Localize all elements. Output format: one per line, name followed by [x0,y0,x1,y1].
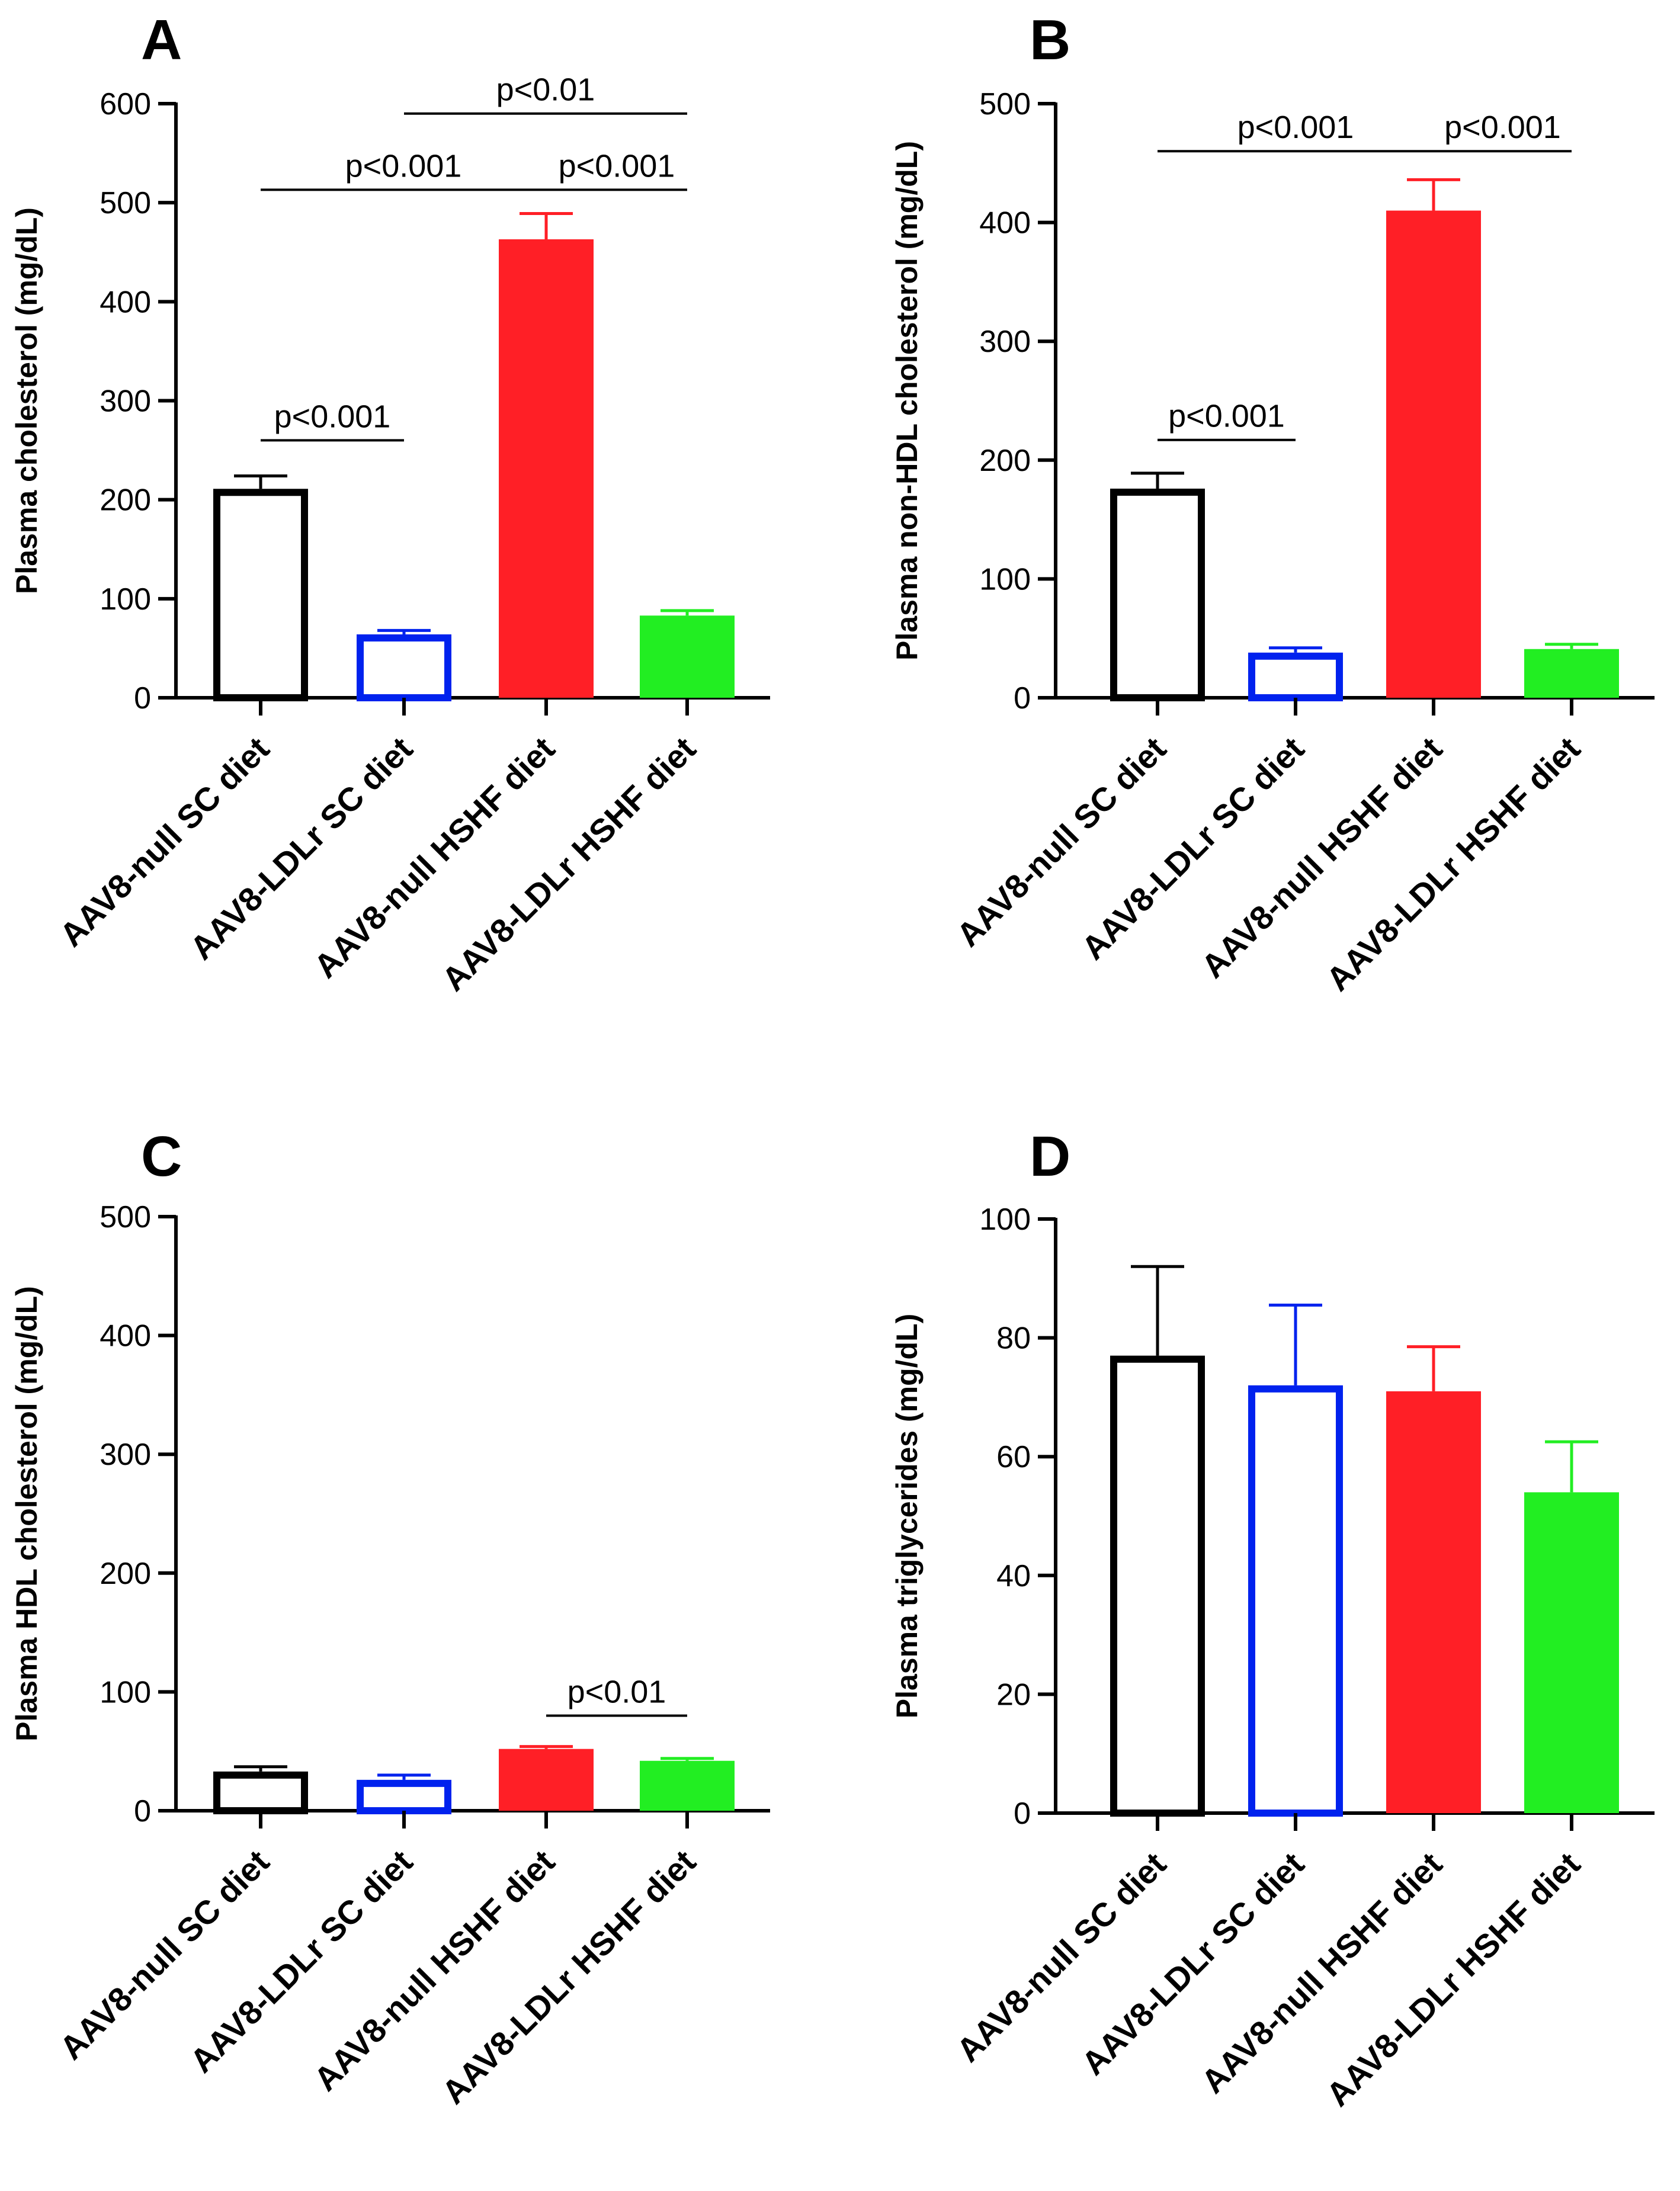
y-axis-label: Plasma non-HDL cholesterol (mg/dL) [890,141,924,660]
y-tick-label: 200 [100,483,151,518]
category-label: AAV8-LDLr HSHF diet [434,1843,703,2111]
panel-d: D Plasma triglycerides (mg/dL) 0 20 40 60 80 10… [890,1125,1655,2113]
y-tick-label: 0 [134,681,151,716]
y-tick-label: 400 [100,1319,151,1353]
y-axis-label: Plasma triglycerides (mg/dL) [890,1314,924,1719]
y-axis-label: Plasma cholesterol (mg/dL) [10,207,43,594]
category-label: AAV8-null HSHF diet [1194,730,1449,985]
category-label: AAV8-LDLr SC diet [1074,730,1311,967]
y-tick-label: 500 [979,87,1031,121]
p-value-label: p<0.01 [568,1674,666,1710]
panel-letter: D [1030,1125,1070,1188]
bar [1386,210,1481,698]
bar [499,1749,594,1811]
category-label: AAV8-LDLr HSHF diet [1319,1845,1587,2113]
panel-b: B Plasma non-HDL cholesterol (mg/dL) 0 100 2… [890,8,1655,998]
bar [213,1771,308,1814]
panel-letter: A [141,8,182,72]
p-value-label: p<0.001 [1444,110,1561,145]
y-tick-label: 300 [100,384,151,419]
bar [1386,1391,1481,1813]
p-value-label: p<0.01 [496,72,595,108]
p-value-label: p<0.001 [274,399,391,434]
y-tick-label: 100 [979,562,1031,596]
y-tick-label: 200 [100,1557,151,1591]
bar [640,1760,735,1811]
y-tick-label: 0 [1014,1797,1031,1831]
y-tick-label: 0 [134,1794,151,1828]
y-tick-label: 400 [979,206,1031,240]
p-value-label: p<0.001 [1168,399,1285,434]
bar [499,239,594,698]
bar [640,615,735,698]
y-axis-label: Plasma HDL cholesterol (mg/dL) [10,1286,43,1741]
p-value-label: p<0.001 [345,148,462,184]
category-label: AAV8-LDLr SC diet [1074,1845,1311,2082]
y-tick-label: 80 [996,1321,1031,1356]
panel-letter: B [1030,8,1070,72]
y-tick-label: 100 [979,1202,1031,1237]
bar [213,489,308,701]
category-label: AAV8-null HSHF diet [306,1843,562,2098]
bar [357,1779,451,1814]
category-label: AAV8-LDLr HSHF diet [1319,730,1587,998]
y-tick-label: 500 [100,186,151,220]
y-tick-label: 0 [1014,681,1031,716]
p-value-label: p<0.001 [559,148,675,184]
bar [1248,652,1343,701]
y-tick-label: 300 [100,1438,151,1472]
p-value-label: p<0.001 [1237,110,1354,145]
y-tick-label: 40 [996,1559,1031,1593]
y-tick-label: 400 [100,285,151,319]
category-label: AAV8-null HSHF diet [306,730,562,985]
bar [1248,1385,1343,1817]
panel-letter: C [141,1125,182,1188]
bar [1524,649,1619,698]
y-tick-label: 600 [100,87,151,121]
bar [1524,1492,1619,1813]
y-tick-label: 300 [979,325,1031,359]
bar [1110,488,1205,701]
category-label: AAV8-null HSHF diet [1194,1845,1449,2100]
y-tick-label: 60 [996,1440,1031,1474]
y-tick-label: 20 [996,1677,1031,1712]
panel-a: A Plasma cholesterol (mg/dL) 0 100 200 300 400… [10,8,770,998]
bar [357,634,451,701]
category-label: AAV8-LDLr HSHF diet [434,730,703,998]
y-tick-label: 200 [979,444,1031,478]
panel-c: C Plasma HDL cholesterol (mg/dL) 0 100 200 30… [10,1125,770,2111]
y-tick-label: 500 [100,1200,151,1234]
bar [1110,1355,1205,1817]
y-tick-label: 100 [100,582,151,617]
y-tick-label: 100 [100,1675,151,1709]
